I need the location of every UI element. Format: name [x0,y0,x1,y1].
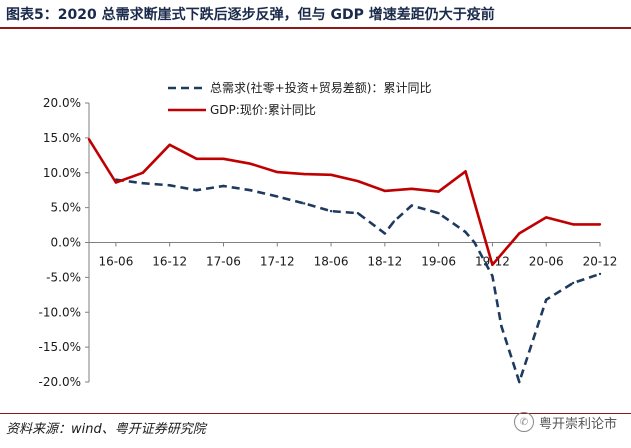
data-point-total-demand [473,241,476,244]
data-point-gdp [141,171,144,174]
x-tick-label: 16-12 [152,255,187,269]
data-point-gdp [222,157,225,160]
x-tick-label: 19-06 [421,255,456,269]
y-tick-label: 20.0% [43,96,81,110]
series-line-total-demand [115,178,601,384]
legend-gdp-label: GDP:现价:累计同比 [210,103,316,117]
data-point-gdp [571,223,575,226]
data-point-total-demand [329,209,333,213]
data-point-gdp [437,190,440,193]
data-point-total-demand [356,212,360,215]
x-tick-label: 17-06 [206,255,241,269]
footer-divider [0,413,631,414]
x-tick-label: 16-06 [98,255,133,269]
data-point-total-demand [195,188,198,192]
watermark: ✆ 粤开崇利论市 [513,412,617,432]
data-point-total-demand [168,184,171,187]
data-point-total-demand [571,281,575,285]
x-tick-label: 18-12 [367,255,402,269]
data-point-total-demand [410,204,413,207]
y-tick-label: -10.0% [39,305,81,319]
data-point-gdp [491,263,494,267]
data-point-gdp [168,143,171,147]
data-point-total-demand [491,274,494,278]
data-point-total-demand [141,182,144,185]
data-point-gdp [598,223,602,226]
data-point-gdp [276,170,279,174]
data-point-gdp [356,179,360,183]
data-point-total-demand [500,325,503,328]
data-point-gdp [383,189,387,193]
data-point-gdp [249,162,252,165]
data-point-gdp [302,172,306,176]
data-point-gdp [329,173,333,177]
x-tick-label: 20-12 [583,255,618,269]
data-point-total-demand [222,184,225,188]
source-note: 资料来源：wind、粤开证券研究院 [6,422,206,437]
y-tick-label: 0.0% [51,236,82,250]
legend-total-demand-label: 总需求(社零+投资+贸易差额)：累计同比 [210,80,431,95]
data-point-gdp [410,187,413,190]
x-tick-label: 20-06 [529,255,564,269]
title-divider [0,27,631,29]
figure-title: 图表5：2020 总需求断崖式下跌后逐步反弹，但与 GDP 增速差距仍大于疫前 [6,7,495,23]
data-point-total-demand [392,220,396,223]
data-point-gdp [87,138,91,141]
data-point-total-demand [437,212,440,215]
data-point-total-demand [276,195,279,198]
series-line-gdp [87,138,600,267]
data-point-total-demand [545,298,548,301]
data-point-total-demand [383,232,387,235]
data-point-total-demand [302,202,306,205]
y-tick-label: 10.0% [43,166,81,180]
data-point-total-demand [598,272,602,276]
y-tick-label: 15.0% [43,131,81,145]
data-point-total-demand [518,380,521,384]
data-point-gdp [195,157,198,160]
y-tick-label: 5.0% [51,201,82,215]
data-point-gdp [518,232,521,235]
y-tick-label: -20.0% [39,375,81,389]
x-tick-label: 17-12 [260,255,295,269]
data-point-total-demand [464,230,467,234]
wechat-icon: ✆ [513,412,534,432]
line-chart: 20.0% 15.0% 10.0% 5.0% 0.0% -5.0% -10.0% -15.0%… [39,80,618,389]
watermark-label: 粤开崇利论市 [538,416,617,432]
y-tick-label: -5.0% [46,270,81,284]
data-point-total-demand [249,188,252,192]
data-point-gdp [545,216,548,219]
data-point-gdp [114,181,118,184]
y-tick-label: -15.0% [39,340,81,354]
data-point-gdp [464,170,467,173]
x-tick-label: 18-06 [314,255,349,269]
